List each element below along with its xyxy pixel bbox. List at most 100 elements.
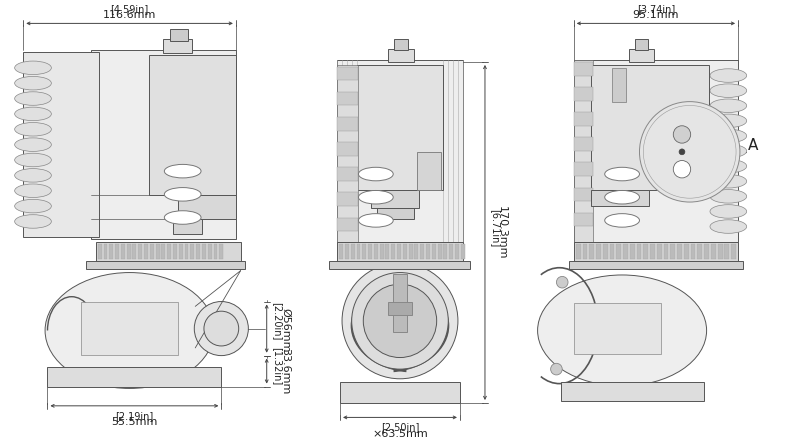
Bar (388, 48, 414, 62)
Ellipse shape (14, 153, 51, 167)
Bar (602, 244, 607, 259)
Bar (725, 244, 729, 259)
Bar (574, 187, 593, 201)
Bar (81, 301, 178, 355)
Ellipse shape (165, 165, 201, 178)
Bar (337, 167, 359, 181)
Bar (362, 244, 366, 259)
Bar (417, 152, 440, 191)
Bar (574, 112, 593, 126)
Ellipse shape (710, 129, 747, 143)
Bar (156, 244, 160, 259)
Bar (393, 275, 407, 333)
Text: 55.5mm: 55.5mm (111, 418, 157, 427)
Text: [2.20in]: [2.20in] (272, 302, 281, 340)
Bar (561, 381, 704, 401)
Bar (337, 217, 359, 231)
Bar (190, 244, 194, 259)
Text: [3.74in]: [3.74in] (637, 4, 675, 14)
Bar (574, 213, 593, 226)
Bar (415, 244, 419, 259)
Bar (23, 52, 98, 237)
Bar (576, 244, 581, 259)
Bar (356, 65, 443, 191)
Ellipse shape (14, 199, 51, 213)
Text: 170.3mm: 170.3mm (496, 206, 507, 259)
Bar (149, 55, 236, 195)
Text: 116.6mm: 116.6mm (103, 11, 157, 21)
Bar (377, 208, 414, 220)
Bar (591, 191, 649, 206)
Text: A: A (748, 138, 758, 153)
Bar (115, 244, 119, 259)
Bar (582, 244, 587, 259)
Bar (121, 244, 125, 259)
Bar (104, 244, 107, 259)
Ellipse shape (710, 144, 747, 158)
Ellipse shape (710, 175, 747, 188)
Bar (711, 244, 716, 259)
Ellipse shape (710, 114, 747, 128)
Bar (133, 244, 137, 259)
Ellipse shape (359, 167, 393, 181)
Bar (96, 242, 240, 261)
Circle shape (674, 126, 690, 143)
Bar (385, 244, 389, 259)
Bar (690, 244, 695, 259)
Bar (461, 244, 465, 259)
Ellipse shape (710, 99, 747, 113)
Circle shape (556, 276, 568, 288)
Ellipse shape (710, 190, 747, 203)
Bar (337, 67, 359, 81)
Ellipse shape (605, 214, 639, 227)
Bar (574, 162, 593, 176)
Ellipse shape (710, 220, 747, 233)
Ellipse shape (45, 272, 214, 389)
Ellipse shape (359, 191, 393, 204)
Ellipse shape (710, 205, 747, 218)
Bar (337, 65, 359, 242)
Bar (677, 244, 682, 259)
Bar (634, 39, 648, 51)
Text: [2.19in]: [2.19in] (115, 411, 153, 421)
Circle shape (204, 311, 239, 346)
Bar (455, 244, 459, 259)
Circle shape (639, 102, 740, 202)
Bar (650, 244, 655, 259)
Bar (438, 244, 442, 259)
Circle shape (551, 363, 562, 375)
Bar (670, 244, 675, 259)
Bar (574, 62, 593, 76)
Bar (170, 29, 188, 41)
Text: ×63.5mm: ×63.5mm (372, 429, 427, 439)
Bar (337, 242, 463, 261)
Bar (368, 244, 372, 259)
Bar (109, 244, 113, 259)
Ellipse shape (14, 77, 51, 90)
Bar (657, 244, 662, 259)
Bar (574, 60, 738, 242)
Bar (127, 244, 130, 259)
Bar (138, 244, 142, 259)
Bar (643, 244, 648, 259)
Ellipse shape (710, 84, 747, 97)
Bar (86, 261, 245, 269)
Bar (208, 244, 212, 259)
Ellipse shape (14, 122, 51, 136)
Bar (569, 261, 743, 269)
Bar (426, 244, 430, 259)
Text: 95.1mm: 95.1mm (633, 11, 679, 21)
Text: [2.50in]: [2.50in] (381, 422, 419, 432)
Bar (356, 244, 360, 259)
Ellipse shape (165, 187, 201, 201)
Bar (574, 242, 738, 261)
Bar (150, 244, 153, 259)
Bar (337, 192, 359, 206)
Bar (613, 68, 626, 102)
Bar (173, 220, 202, 234)
Text: [4.59in]: [4.59in] (110, 4, 149, 14)
Bar (574, 60, 593, 242)
Text: Ø56mm: Ø56mm (280, 308, 290, 353)
Bar (596, 244, 601, 259)
Bar (91, 51, 236, 239)
